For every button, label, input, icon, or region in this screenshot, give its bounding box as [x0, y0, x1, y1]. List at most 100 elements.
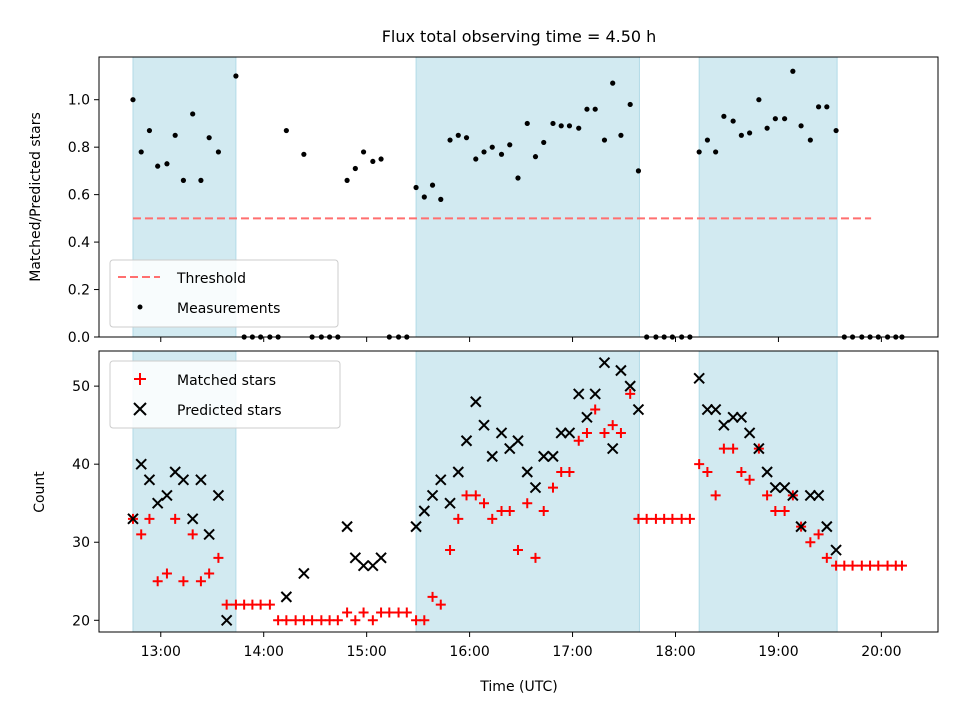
measurement-point [550, 120, 556, 127]
matched-star-point [195, 576, 206, 587]
measurement-point [130, 97, 136, 103]
measurement-point [190, 111, 196, 117]
measurement-point [601, 137, 608, 143]
legend-threshold-label: Threshold [176, 271, 246, 287]
predicted-star-point [632, 403, 645, 416]
predicted-star-point [521, 466, 533, 478]
matched-star-point [762, 490, 773, 501]
top-y-axis-label: Matched/Predicted stars [28, 112, 44, 282]
legend-predicted-label: Predicted stars [177, 403, 282, 419]
matched-star-point [427, 591, 438, 602]
legend-predicted-swatch [133, 402, 147, 416]
measurement-point [370, 158, 376, 165]
bottom-axes-frame [98, 350, 939, 633]
matched-star-point [573, 435, 584, 446]
matched-star-point [401, 607, 412, 618]
x-tick-label: 15:00 [346, 644, 386, 660]
predicted-star-point [821, 520, 833, 533]
predicted-star-point [727, 411, 739, 424]
matched-star-point [264, 599, 275, 610]
predicted-star-point [787, 489, 799, 502]
measurement-point [344, 177, 350, 183]
measurement-point [738, 132, 744, 138]
top-y-tick-label: 0.4 [68, 235, 90, 251]
matched-star-point [607, 420, 618, 431]
predicted-star-point [435, 474, 447, 486]
x-tick-label: 20:00 [861, 644, 901, 660]
matched-star-point [581, 427, 592, 438]
predicted-star-point [693, 372, 705, 385]
predicted-star-point [177, 474, 190, 486]
predicted-star-point [624, 380, 636, 392]
measurement-point [455, 132, 461, 138]
matched-star-point [255, 599, 266, 610]
measurement-point [352, 165, 358, 172]
measurement-point [515, 175, 521, 181]
predicted-star-point [753, 442, 765, 455]
measurement-point [155, 163, 161, 169]
matched-star-point [136, 529, 147, 540]
top-y-tick-label: 0.8 [68, 140, 90, 156]
x-axis-label: Time (UTC) [479, 679, 557, 695]
predicted-star-point [615, 364, 627, 377]
measurement-point [584, 106, 590, 112]
predicted-star-point [410, 520, 422, 533]
predicted-star-point [538, 450, 550, 463]
chart-title: Flux total observing time = 4.50 h [382, 27, 657, 46]
predicted-star-point [212, 489, 225, 502]
matched-star-point [453, 513, 464, 524]
matched-star-point [590, 404, 601, 415]
bottom-y-tick-label: 50 [72, 379, 90, 395]
matched-star-point [694, 459, 705, 470]
legend-measurements-label: Measurements [177, 301, 280, 317]
top-y-tick-label: 0.6 [68, 188, 90, 204]
ratio-panel: 0.0 0.2 0.4 0.6 0.8 1.0 Matched/Predicted sta… [28, 56, 939, 346]
measurement-point [747, 130, 753, 136]
predicted-star-point [555, 427, 567, 439]
matched-star-point [779, 506, 790, 517]
measurement-point [833, 127, 839, 134]
bottom-observing-window [698, 350, 838, 633]
matched-star-point [896, 560, 907, 571]
matched-star-point [281, 615, 292, 626]
measurement-point [730, 118, 736, 124]
matched-star-point [547, 482, 558, 493]
measurement-point [782, 116, 788, 122]
measurement-point [138, 149, 144, 155]
matched-star-point [538, 506, 549, 517]
measurement-point [378, 156, 384, 162]
measurement-point [360, 149, 367, 155]
predicted-star-point [195, 474, 207, 486]
matched-star-point [350, 615, 361, 626]
measurement-point [756, 97, 762, 103]
matched-star-point [530, 552, 541, 563]
matched-star-point [736, 466, 747, 477]
matched-star-point [625, 388, 636, 399]
predicted-star-point [452, 466, 464, 478]
x-tick-label: 13:00 [141, 644, 181, 660]
predicted-star-point [769, 481, 782, 494]
matched-star-point [435, 599, 446, 610]
measurement-point [532, 154, 539, 160]
measurement-point [824, 104, 830, 110]
matched-star-point [718, 443, 729, 454]
top-observing-window [698, 56, 838, 338]
top-legend-box [109, 259, 339, 328]
x-tick-label: 14:00 [244, 644, 284, 660]
matched-star-point [522, 498, 533, 509]
measurement-point [764, 125, 770, 131]
measurement-point [713, 149, 719, 155]
bottom-y-tick-label: 20 [72, 613, 90, 629]
measurement-point [721, 113, 727, 119]
matched-star-point [213, 552, 224, 563]
predicted-star-point [512, 435, 524, 447]
predicted-star-point [341, 520, 353, 533]
matched-star-point [470, 490, 481, 501]
measurement-point [481, 149, 487, 155]
matched-star-point [599, 427, 610, 438]
predicted-star-point [426, 489, 439, 502]
predicted-star-point [547, 450, 559, 463]
measurement-point [566, 123, 573, 129]
matched-star-point [744, 474, 755, 485]
measurement-point [198, 177, 204, 183]
